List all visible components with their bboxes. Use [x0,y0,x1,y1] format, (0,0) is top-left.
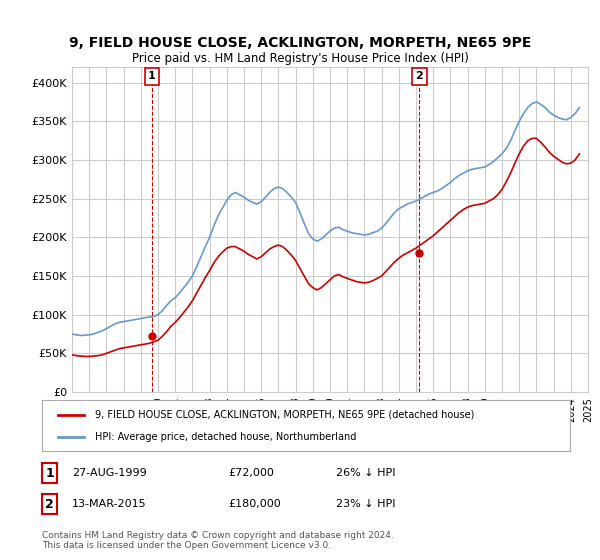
Text: 2: 2 [416,72,424,82]
Text: 9, FIELD HOUSE CLOSE, ACKLINGTON, MORPETH, NE65 9PE (detached house): 9, FIELD HOUSE CLOSE, ACKLINGTON, MORPET… [95,409,474,419]
Text: 27-AUG-1999: 27-AUG-1999 [72,468,147,478]
Text: £180,000: £180,000 [228,499,281,509]
Text: 1: 1 [148,72,156,82]
Text: Price paid vs. HM Land Registry's House Price Index (HPI): Price paid vs. HM Land Registry's House … [131,52,469,64]
Text: 26% ↓ HPI: 26% ↓ HPI [336,468,395,478]
Text: 13-MAR-2015: 13-MAR-2015 [72,499,146,509]
Text: 1: 1 [45,466,54,480]
Text: 2: 2 [45,497,54,511]
Text: £72,000: £72,000 [228,468,274,478]
Text: Contains HM Land Registry data © Crown copyright and database right 2024.
This d: Contains HM Land Registry data © Crown c… [42,530,394,550]
Text: 23% ↓ HPI: 23% ↓ HPI [336,499,395,509]
Text: 9, FIELD HOUSE CLOSE, ACKLINGTON, MORPETH, NE65 9PE: 9, FIELD HOUSE CLOSE, ACKLINGTON, MORPET… [69,36,531,50]
Text: HPI: Average price, detached house, Northumberland: HPI: Average price, detached house, Nort… [95,432,356,442]
